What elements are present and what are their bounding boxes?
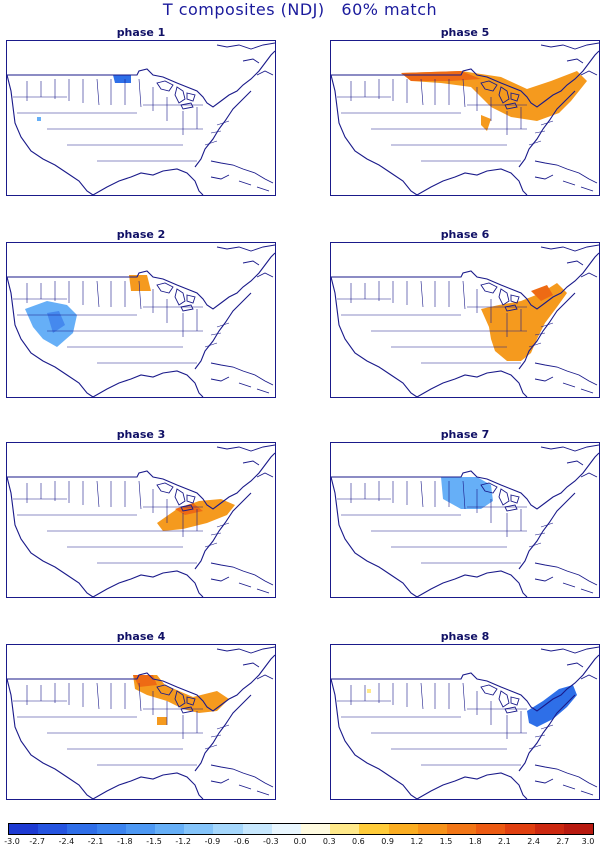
colorbar-swatch: [9, 824, 39, 834]
panel-phase-7: phase 7: [330, 428, 600, 600]
colorbar-labels: -3.0 -2.7 -2.4 -2.1 -1.8 -1.5 -1.2 -0.9 -0.6 -0.3…: [0, 837, 600, 849]
colorbar-swatch: [301, 824, 331, 834]
colorbar-swatch: [505, 824, 535, 834]
panel-title: phase 1: [116, 26, 166, 39]
colorbar-tick-label: 0.9: [381, 837, 394, 846]
colorbar-swatch: [125, 824, 156, 834]
map: [6, 442, 276, 598]
colorbar-tick-label: 2.7: [556, 837, 570, 846]
us-map: [331, 444, 599, 597]
colorbar-swatch: [242, 824, 272, 834]
us-map: [7, 646, 275, 799]
panel-title: phase 4: [116, 630, 166, 643]
colorbar-tick-label: -1.8: [116, 837, 133, 846]
colorbar-tick-label: -2.4: [58, 837, 75, 846]
colorbar-swatch: [534, 824, 564, 834]
panel-phase-4: phase 4: [6, 630, 276, 802]
us-map: [7, 42, 275, 195]
colorbar-swatch: [417, 824, 448, 834]
panel-phase-5: phase 5: [330, 26, 600, 198]
colorbar-swatch: [155, 824, 185, 834]
colorbar: [8, 823, 594, 835]
map: [330, 644, 600, 800]
colorbar-tick-label: -0.6: [233, 837, 250, 846]
colorbar-swatch: [67, 824, 97, 834]
colorbar-swatch: [330, 824, 360, 834]
colorbar-swatch: [447, 824, 477, 834]
colorbar-tick-label: -2.1: [87, 837, 104, 846]
panel-phase-6: phase 6: [330, 228, 600, 400]
colorbar-tick-label: -2.7: [29, 837, 45, 846]
colorbar-tick-label: 0.6: [352, 837, 365, 846]
colorbar-swatch: [271, 824, 302, 834]
panel-title: phase 6: [440, 228, 490, 241]
map: [330, 442, 600, 598]
map: [6, 242, 276, 398]
colorbar-swatch: [38, 824, 68, 834]
colorbar-swatch: [213, 824, 243, 834]
colorbar-tick-label: 0.3: [322, 837, 336, 846]
colorbar-tick-label: 2.1: [498, 837, 511, 846]
colorbar-swatch: [184, 824, 214, 834]
panel-phase-2: phase 2: [6, 228, 276, 400]
us-map: [331, 42, 599, 195]
panel-title: phase 7: [440, 428, 490, 441]
colorbar-tick-label: -0.9: [204, 837, 221, 846]
colorbar-tick-label: -1.5: [146, 837, 162, 846]
colorbar-tick-label: 0.0: [293, 837, 307, 846]
colorbar-tick-label: -1.2: [175, 837, 191, 846]
panel-title: phase 5: [440, 26, 490, 39]
colorbar-tick-label: 1.2: [410, 837, 424, 846]
colorbar-swatch: [359, 824, 389, 834]
panel-title: phase 8: [440, 630, 490, 643]
panel-phase-1: phase 1: [6, 26, 276, 198]
us-map: [7, 444, 275, 597]
colorbar-tick-label: 3.0: [581, 837, 595, 846]
panel-title: phase 2: [116, 228, 166, 241]
colorbar-swatch: [563, 824, 594, 834]
us-map: [331, 646, 599, 799]
colorbar-tick-label: 1.8: [468, 837, 482, 846]
map: [6, 40, 276, 196]
colorbar-tick-label: -3.0: [4, 837, 20, 846]
panel-phase-3: phase 3: [6, 428, 276, 600]
colorbar-tick-label: 1.5: [439, 837, 453, 846]
panel-title: phase 3: [116, 428, 166, 441]
colorbar-swatch: [388, 824, 418, 834]
map: [330, 242, 600, 398]
figure-title: T composites (NDJ) 60% match: [162, 0, 438, 19]
panel-phase-8: phase 8: [330, 630, 600, 802]
colorbar-swatch: [476, 824, 506, 834]
map: [6, 644, 276, 800]
us-map: [331, 244, 599, 397]
colorbar-tick-label: -0.3: [262, 837, 279, 846]
map: [330, 40, 600, 196]
colorbar-swatch: [96, 824, 126, 834]
us-map: [7, 244, 275, 397]
colorbar-tick-label: 2.4: [527, 837, 540, 846]
